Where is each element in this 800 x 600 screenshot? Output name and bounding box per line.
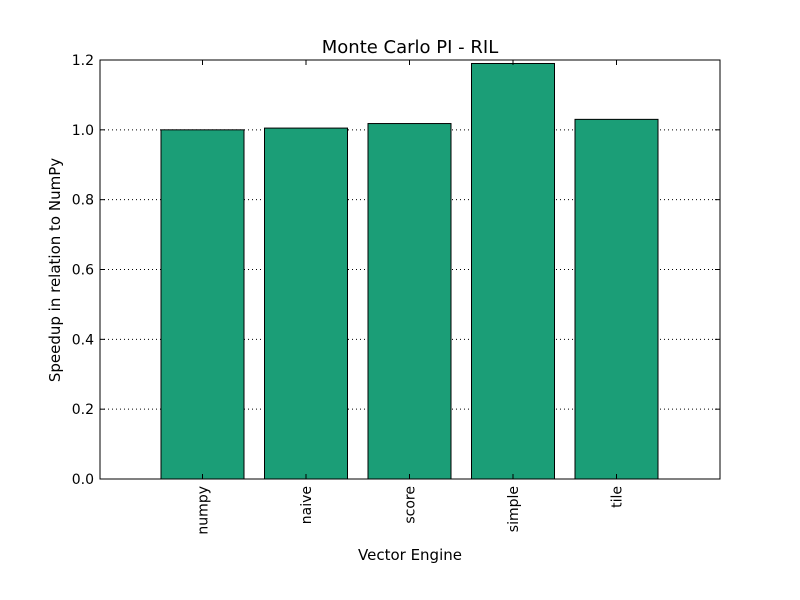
bar-tile [574, 118, 659, 480]
bar-simple [471, 62, 555, 480]
chart-title: Monte Carlo PI - RIL [322, 37, 498, 58]
x-axis-ticks: numpy naive score simple tile [196, 60, 626, 535]
bars [160, 62, 659, 480]
y-tick-label: 0.8 [72, 193, 94, 209]
x-tick-label-tile: tile [610, 486, 626, 508]
y-tick-label: 1.2 [72, 53, 94, 69]
bar-score [367, 123, 452, 480]
x-tick-label-score: score [403, 486, 419, 524]
y-tick-label: 0.4 [72, 332, 94, 348]
x-tick-label-naive: naive [299, 486, 315, 524]
y-axis-ticks: 0.0 0.2 0.4 0.6 0.8 1.0 1.2 [72, 53, 720, 488]
x-axis-label: Vector Engine [358, 546, 462, 564]
y-tick-label: 1.0 [72, 123, 94, 139]
x-tick-label-numpy: numpy [196, 486, 212, 535]
y-tick-label: 0.6 [72, 263, 94, 279]
y-axis-label: Speedup in relation to NumPy [46, 158, 64, 382]
x-tick-label-simple: simple [506, 486, 522, 532]
bar-naive [264, 127, 348, 480]
y-tick-label: 0.0 [72, 472, 94, 488]
y-tick-label: 0.2 [72, 402, 94, 418]
bar-numpy [160, 129, 245, 480]
